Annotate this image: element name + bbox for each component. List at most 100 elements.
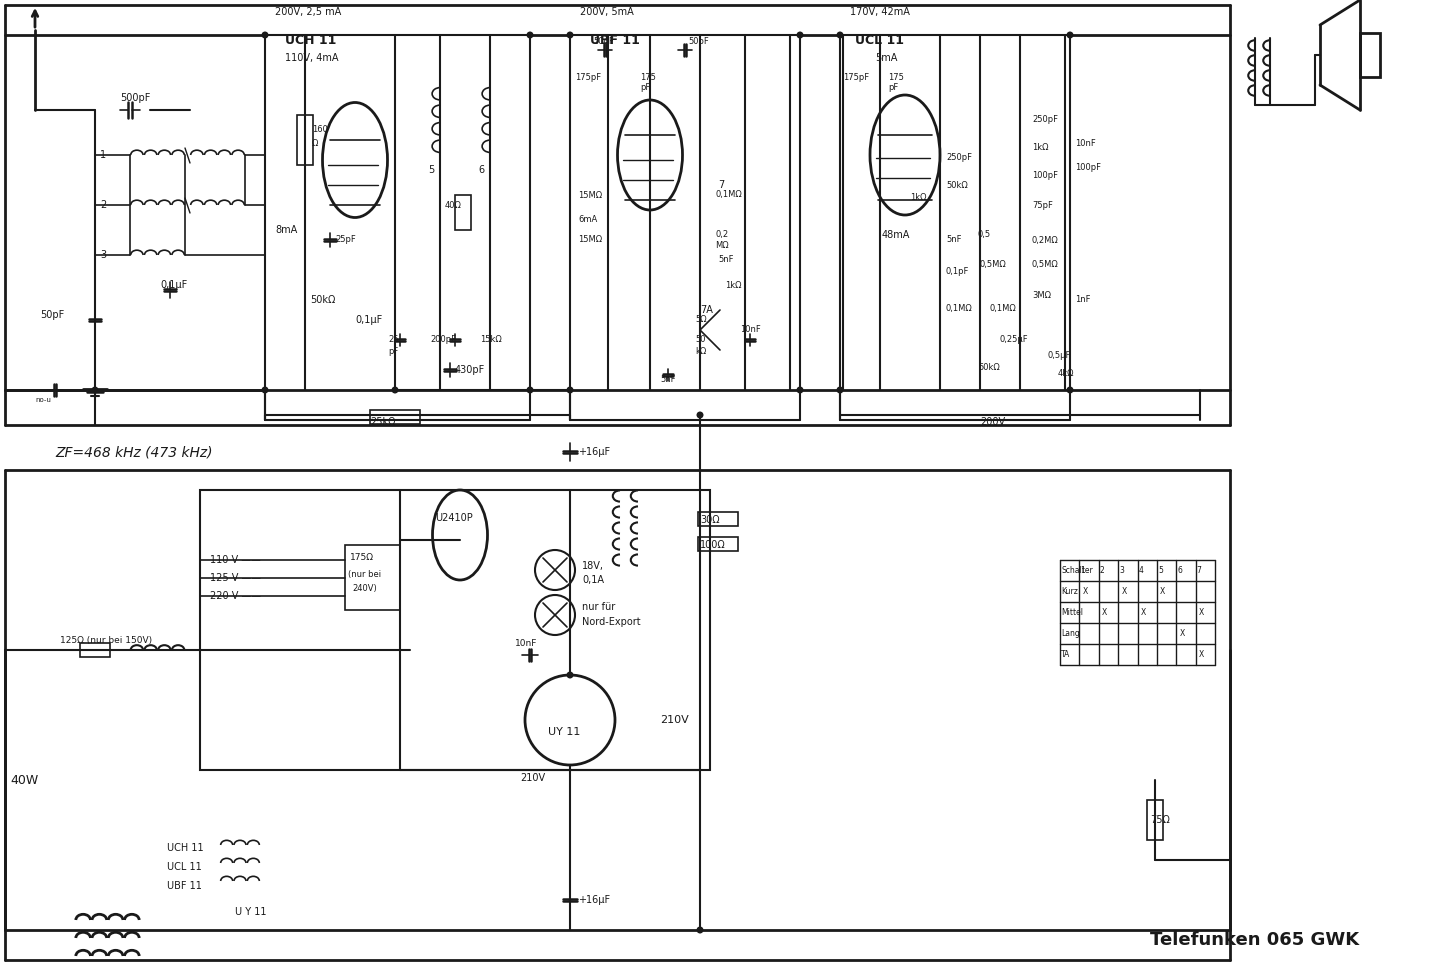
Text: 40W: 40W xyxy=(10,774,39,786)
Text: 5nF: 5nF xyxy=(718,255,734,265)
Text: 1: 1 xyxy=(1080,566,1086,575)
Text: 7A: 7A xyxy=(699,305,712,315)
Text: 110 V ——: 110 V —— xyxy=(211,555,261,565)
Text: 200V: 200V xyxy=(981,417,1005,427)
Bar xyxy=(345,545,399,610)
Text: Lang: Lang xyxy=(1061,629,1080,638)
Text: 50kΩ: 50kΩ xyxy=(978,363,999,373)
Text: 4kΩ: 4kΩ xyxy=(1058,368,1074,378)
Circle shape xyxy=(796,386,803,393)
Text: 25pF: 25pF xyxy=(335,236,356,244)
Text: 210V: 210V xyxy=(660,715,689,725)
Text: 8mA: 8mA xyxy=(275,225,297,235)
Text: pF: pF xyxy=(640,83,650,93)
Text: 175Ω: 175Ω xyxy=(350,554,373,562)
Text: UBF 11: UBF 11 xyxy=(167,881,202,891)
Text: 5nF: 5nF xyxy=(660,376,675,384)
Text: 1kΩ: 1kΩ xyxy=(910,193,927,203)
Text: 0,5: 0,5 xyxy=(978,231,991,240)
Text: kΩ: kΩ xyxy=(695,348,707,356)
Text: 0,1MΩ: 0,1MΩ xyxy=(946,303,973,312)
Bar xyxy=(200,490,709,770)
Text: U2410P: U2410P xyxy=(435,513,473,523)
Text: Mittel: Mittel xyxy=(1061,608,1083,617)
Text: UCL 11: UCL 11 xyxy=(855,34,904,46)
Text: 2: 2 xyxy=(99,200,107,210)
Text: 5nF: 5nF xyxy=(946,236,962,244)
Text: Telefunken 065 GWK: Telefunken 065 GWK xyxy=(1151,931,1360,949)
Text: 30Ω: 30Ω xyxy=(699,515,720,525)
Text: 50kΩ: 50kΩ xyxy=(946,181,968,189)
Text: 250pF: 250pF xyxy=(1032,116,1058,125)
Text: 7: 7 xyxy=(718,180,724,190)
Text: 0,25μF: 0,25μF xyxy=(999,335,1028,345)
Text: 50pF: 50pF xyxy=(593,38,614,46)
Text: 2: 2 xyxy=(1100,566,1105,575)
Circle shape xyxy=(1067,386,1073,393)
Text: UCH 11: UCH 11 xyxy=(167,843,203,853)
Text: X: X xyxy=(1198,608,1204,617)
Text: 0,1μF: 0,1μF xyxy=(355,315,382,325)
Text: X: X xyxy=(1159,587,1165,596)
Bar xyxy=(371,410,420,424)
Text: 160: 160 xyxy=(311,126,327,134)
Circle shape xyxy=(1067,32,1073,39)
Text: 100Ω: 100Ω xyxy=(699,540,725,550)
Text: 125 V ——: 125 V —— xyxy=(211,573,261,583)
Text: 1kΩ: 1kΩ xyxy=(725,280,741,290)
Text: 0,1MΩ: 0,1MΩ xyxy=(715,190,741,200)
Circle shape xyxy=(567,671,574,678)
Text: 25kΩ: 25kΩ xyxy=(371,417,395,427)
Text: 15MΩ: 15MΩ xyxy=(578,236,603,244)
Text: 0,1MΩ: 0,1MΩ xyxy=(991,303,1017,312)
Text: UBF 11: UBF 11 xyxy=(590,34,640,46)
Circle shape xyxy=(836,386,844,393)
Text: UCH 11: UCH 11 xyxy=(286,34,336,46)
Text: 0,1A: 0,1A xyxy=(583,575,604,585)
Text: 3MΩ: 3MΩ xyxy=(1032,291,1051,299)
Text: 200V, 5mA: 200V, 5mA xyxy=(580,7,633,17)
Text: UCL 11: UCL 11 xyxy=(167,862,202,872)
Text: ZF=468 kHz (473 kHz): ZF=468 kHz (473 kHz) xyxy=(55,446,212,460)
Text: 5Ω: 5Ω xyxy=(695,316,707,325)
Text: 0,1pF: 0,1pF xyxy=(946,268,969,276)
Text: 5: 5 xyxy=(1158,566,1162,575)
Text: 3: 3 xyxy=(1119,566,1123,575)
Text: 5: 5 xyxy=(428,165,434,175)
Bar xyxy=(456,195,472,230)
Circle shape xyxy=(836,32,844,39)
Text: 0,5MΩ: 0,5MΩ xyxy=(981,261,1007,270)
Text: 50pF: 50pF xyxy=(40,310,65,320)
Text: (nur bei: (nur bei xyxy=(348,571,381,580)
Text: 170V, 42mA: 170V, 42mA xyxy=(849,7,910,17)
Text: 10nF: 10nF xyxy=(1074,138,1096,148)
Text: 40Ω: 40Ω xyxy=(446,201,461,210)
Text: 50: 50 xyxy=(695,335,705,345)
Circle shape xyxy=(567,32,574,39)
Text: 75pF: 75pF xyxy=(1032,201,1053,210)
Text: 25: 25 xyxy=(388,335,398,345)
Text: 0,2MΩ: 0,2MΩ xyxy=(1032,236,1058,244)
Text: 250pF: 250pF xyxy=(946,154,972,162)
Bar xyxy=(1146,800,1164,840)
Text: 175: 175 xyxy=(640,73,656,82)
Text: 430pF: 430pF xyxy=(456,365,486,375)
Text: 75Ω: 75Ω xyxy=(1151,815,1169,825)
Text: 5mA: 5mA xyxy=(875,53,897,63)
Bar xyxy=(297,115,313,165)
Text: 200V, 2,5 mA: 200V, 2,5 mA xyxy=(275,7,342,17)
Text: 240V): 240V) xyxy=(352,584,376,593)
Text: X: X xyxy=(1198,650,1204,659)
Text: 50pF: 50pF xyxy=(688,38,709,46)
Text: 10nF: 10nF xyxy=(515,639,538,647)
Text: MΩ: MΩ xyxy=(715,242,728,250)
Circle shape xyxy=(526,32,534,39)
Text: U Y 11: U Y 11 xyxy=(235,907,267,917)
Text: 0,5μF: 0,5μF xyxy=(1048,351,1071,359)
Text: 1: 1 xyxy=(99,150,107,160)
Text: TA: TA xyxy=(1061,650,1070,659)
Text: 48mA: 48mA xyxy=(883,230,910,240)
Bar xyxy=(698,537,738,551)
Text: 0,1μF: 0,1μF xyxy=(160,280,187,290)
Text: Nord-Export: Nord-Export xyxy=(583,617,640,627)
